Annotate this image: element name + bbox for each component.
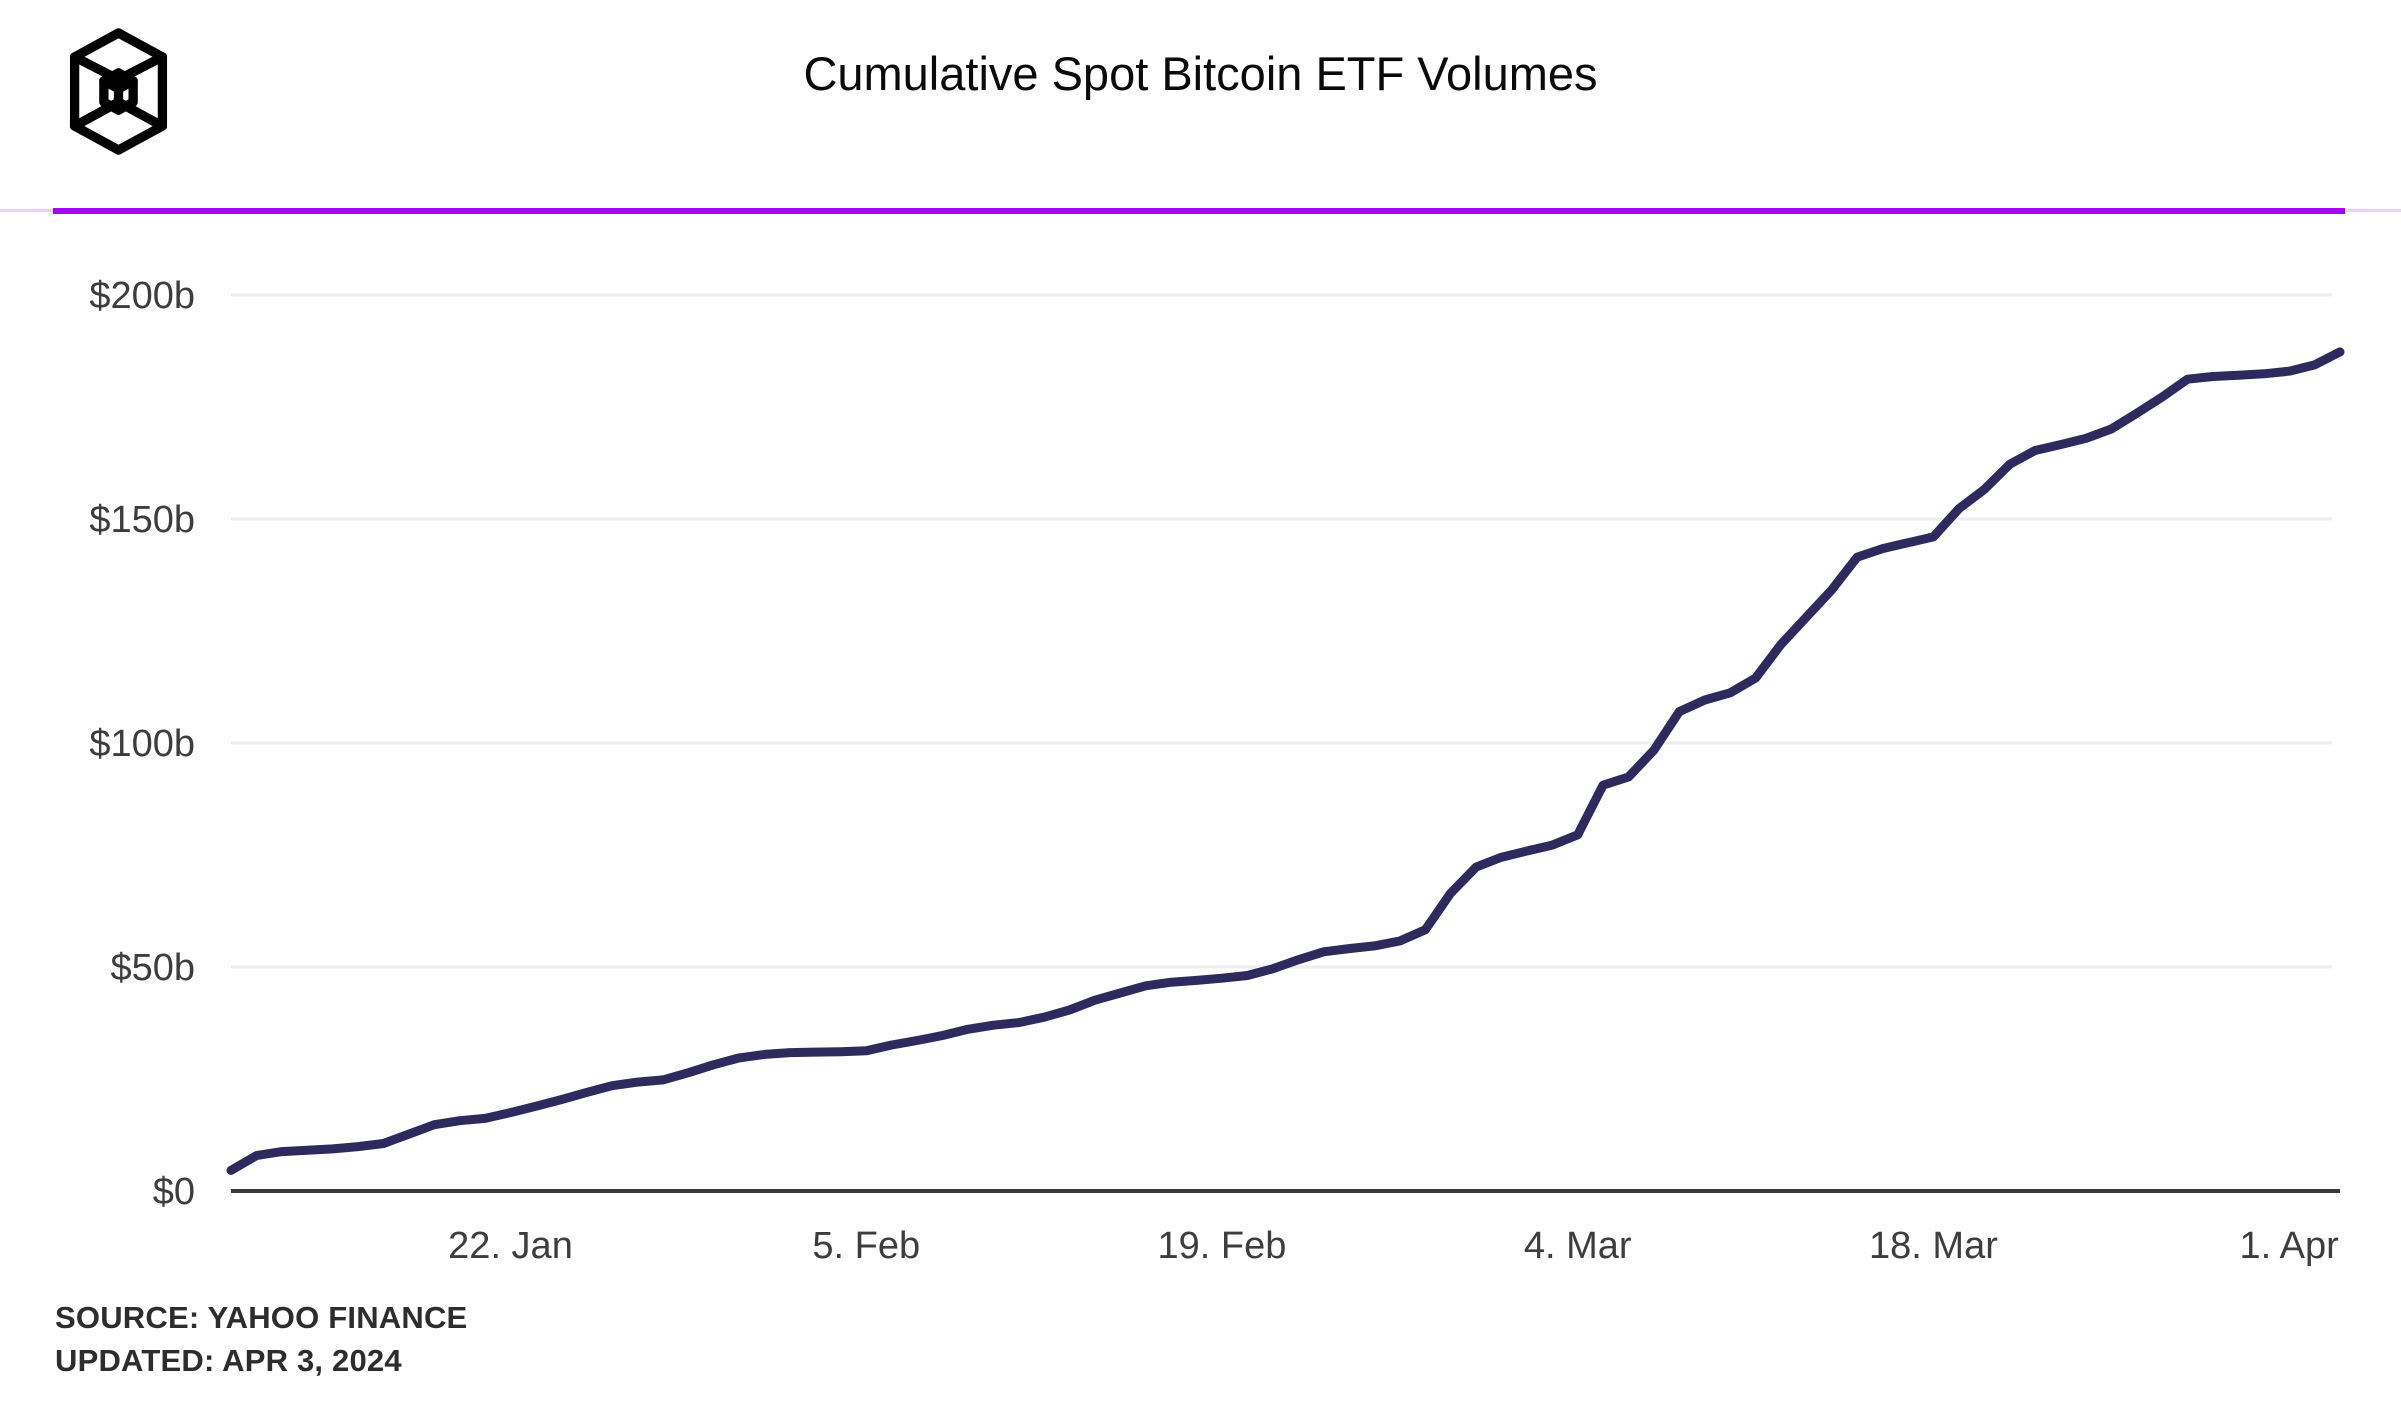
updated-text: UPDATED: APR 3, 2024 [55,1343,402,1378]
y-tick-label: $200b [89,275,195,317]
accent-divider [0,208,2401,214]
x-tick-label: 1. Apr [2240,1225,2340,1267]
y-tick-label: $0 [153,1171,195,1213]
x-tick-label: 19. Feb [1158,1225,1287,1267]
cumulative-volume-line [226,347,2345,1175]
chart-title: Cumulative Spot Bitcoin ETF Volumes [803,47,1598,100]
gridlines [231,293,2332,969]
publisher-logo [52,25,185,158]
wireframe-cube-icon [69,28,168,155]
y-tick-label: $150b [89,499,195,541]
accent-divider-purple-line [53,208,2345,214]
chart-header: Cumulative Spot Bitcoin ETF Volumes [0,0,2401,208]
y-axis-tick-labels: $0 $50b $100b $150b $200b [89,275,195,1213]
x-tick-label: 4. Mar [1524,1225,1632,1267]
chart-footer: SOURCE: YAHOO FINANCE UPDATED: APR 3, 20… [55,1296,467,1382]
x-tick-label: 5. Feb [812,1225,920,1267]
x-tick-label: 22. Jan [448,1225,573,1267]
y-tick-label: $50b [110,947,195,989]
x-tick-label: 18. Mar [1869,1225,1998,1267]
y-tick-label: $100b [89,723,195,765]
source-text: SOURCE: YAHOO FINANCE [55,1300,468,1335]
x-axis-tick-labels: 22. Jan 5. Feb 19. Feb 4. Mar 18. Mar 1. Apr [448,1225,2339,1267]
